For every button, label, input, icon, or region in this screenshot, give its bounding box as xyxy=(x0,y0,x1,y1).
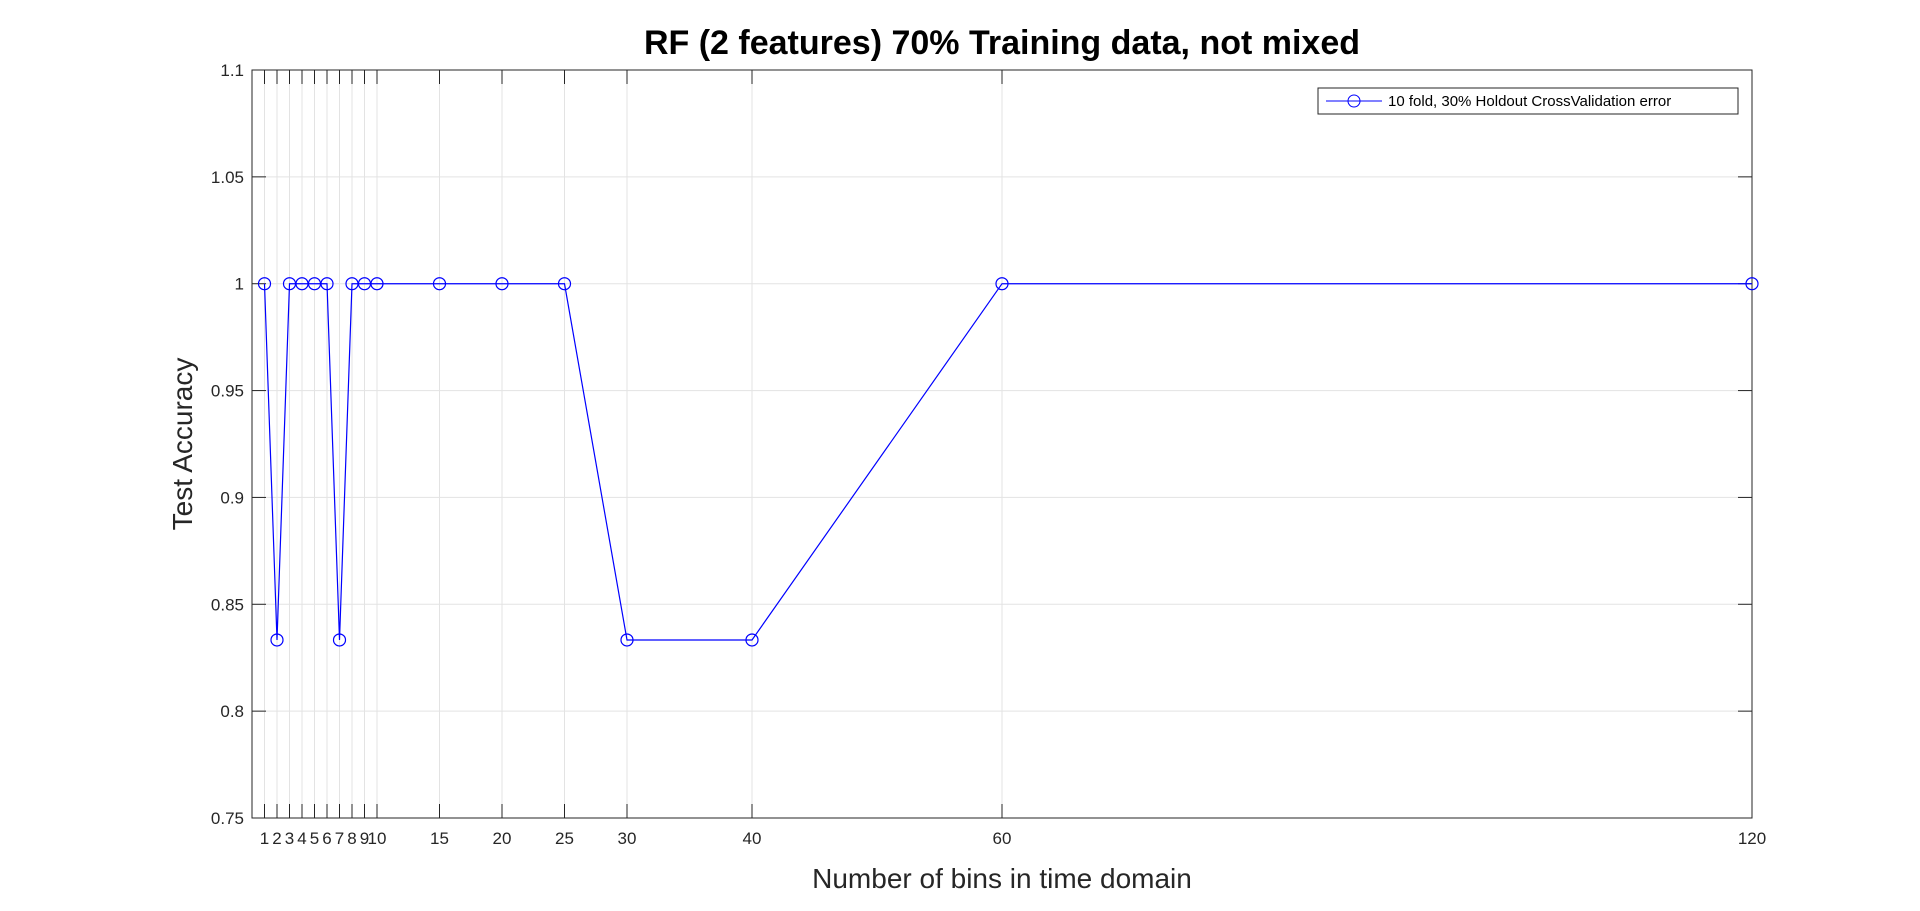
y-tick-label: 0.9 xyxy=(220,488,244,507)
y-axis-label: Test Accuracy xyxy=(167,358,198,531)
x-tick-label: 30 xyxy=(618,829,637,848)
x-tick-label: 7 xyxy=(335,829,344,848)
series-group xyxy=(257,277,1759,647)
y-tick-label: 0.95 xyxy=(211,382,244,401)
x-tick-label: 5 xyxy=(310,829,319,848)
legend: 10 fold, 30% Holdout CrossValidation err… xyxy=(1317,87,1739,115)
data-point xyxy=(320,277,334,291)
x-tick-label: 120 xyxy=(1738,829,1766,848)
y-tick-label: 0.8 xyxy=(220,702,244,721)
data-point xyxy=(620,633,634,647)
legend-entry-label: 10 fold, 30% Holdout CrossValidation err… xyxy=(1388,93,1671,110)
data-point xyxy=(332,633,347,647)
x-tick-label: 3 xyxy=(285,829,294,848)
x-tick-label: 20 xyxy=(493,829,512,848)
x-tick-label: 10 xyxy=(368,829,387,848)
x-tick-label: 40 xyxy=(743,829,762,848)
y-tick-label: 1.05 xyxy=(211,168,244,187)
x-tick-label: 15 xyxy=(430,829,449,848)
y-tick-label: 0.85 xyxy=(211,595,244,614)
x-axis-label: Number of bins in time domain xyxy=(812,863,1192,894)
data-point xyxy=(1745,277,1759,291)
chart-title: RF (2 features) 70% Training data, not m… xyxy=(644,24,1360,62)
x-tick-label: 2 xyxy=(272,829,281,848)
x-tick-label: 60 xyxy=(993,829,1012,848)
x-tick-label: 9 xyxy=(360,829,369,848)
data-point xyxy=(257,277,272,291)
x-tick-label: 6 xyxy=(322,829,331,848)
y-tick-label: 1.1 xyxy=(220,61,244,80)
x-tick-label: 8 xyxy=(347,829,356,848)
series-line xyxy=(263,283,1752,641)
data-point xyxy=(495,277,509,291)
tick-labels: 1 2 3 4 5 6 7 8 910 15 20 25 30 40 60 1200.750.80.850.9… xyxy=(211,61,1766,848)
x-tick-label: 1 xyxy=(260,829,269,848)
data-point xyxy=(745,633,759,647)
data-point xyxy=(432,277,447,291)
data-point xyxy=(995,277,1009,291)
data-point xyxy=(557,277,572,291)
y-tick-label: 0.75 xyxy=(211,809,244,828)
x-tick-label: 25 xyxy=(555,829,574,848)
data-point xyxy=(370,277,384,291)
ticks xyxy=(252,69,1753,819)
data-point xyxy=(270,633,284,647)
y-tick-label: 1 xyxy=(235,275,244,294)
legend-marker xyxy=(1347,94,1361,108)
x-tick-label: 4 xyxy=(297,829,306,848)
legend-box xyxy=(1317,87,1739,115)
